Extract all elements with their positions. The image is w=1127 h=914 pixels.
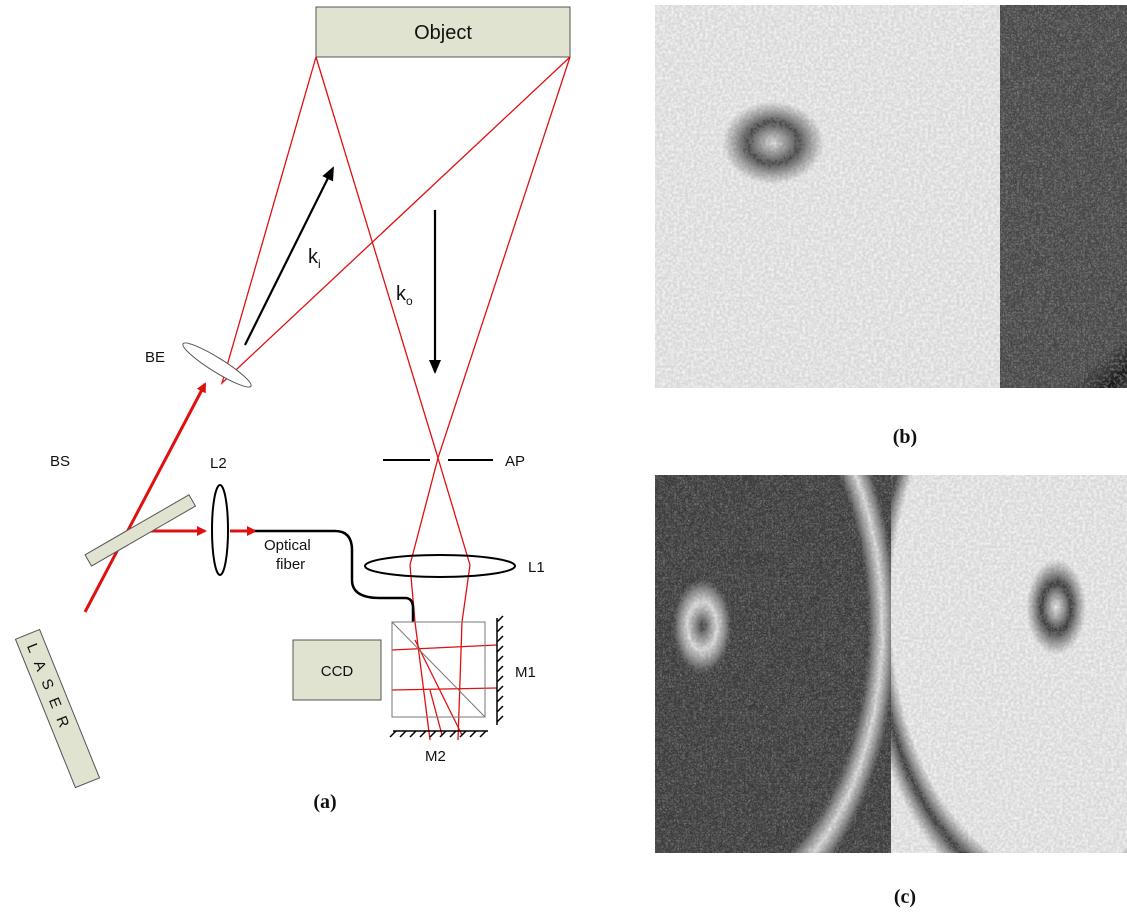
ap-label: AP: [505, 453, 525, 470]
be-label: BE: [145, 349, 165, 366]
caption-b: (b): [893, 426, 917, 448]
cube-diagonal: [392, 622, 485, 717]
caption-c: (c): [894, 886, 916, 908]
lens-l2: [212, 485, 228, 575]
lens-l1: [365, 555, 515, 577]
m1-label: M1: [515, 664, 536, 681]
bs-label: BS: [50, 453, 70, 470]
mirror-m1: [497, 616, 503, 725]
fringe-image-b: [655, 5, 1127, 388]
l1-label: L1: [528, 559, 545, 576]
ki-label: ki: [308, 246, 321, 271]
figure: Object ki ko BE BS L2 Opticalfiber AP L1…: [0, 0, 1127, 914]
object-label: Object: [414, 22, 472, 44]
ccd-label: CCD: [321, 663, 354, 680]
fringe-image-c: [655, 475, 1127, 853]
m2-label: M2: [425, 748, 446, 765]
mirror-m2: [390, 731, 488, 737]
l2-label: L2: [210, 455, 227, 472]
ko-label: ko: [396, 283, 413, 308]
beam-expander: [179, 338, 254, 392]
caption-a: (a): [313, 791, 336, 813]
